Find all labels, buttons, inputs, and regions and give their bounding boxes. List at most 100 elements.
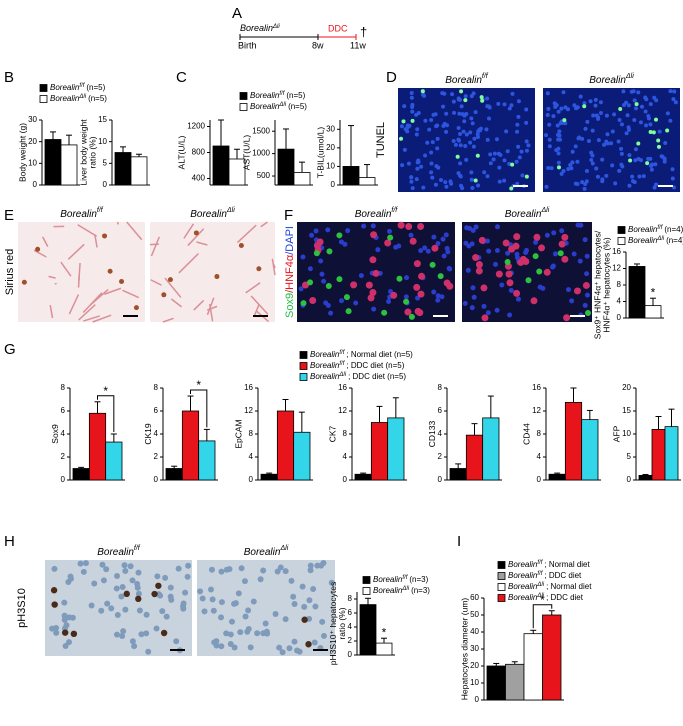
texture-dot (154, 573, 160, 579)
texture-dot (583, 282, 590, 289)
genotype: f/f (402, 575, 408, 581)
bar (277, 411, 293, 480)
texture-dot (470, 94, 474, 98)
texture-dot (474, 179, 478, 183)
y-tick-label: 10 (28, 158, 37, 167)
legend-label: BorealinΔli; Normal diet (508, 582, 592, 592)
texture-fiber (274, 265, 275, 268)
texture-dot (503, 102, 507, 106)
texture-dot (468, 130, 472, 134)
texture-dot (251, 599, 257, 605)
texture-dot (254, 630, 260, 636)
texture-dot (551, 114, 555, 118)
legend-swatch (618, 238, 625, 245)
texture-dot (657, 145, 661, 149)
texture-dot (654, 182, 658, 186)
texture-dot (485, 239, 490, 244)
texture-dot (583, 187, 587, 191)
texture-dot (474, 110, 478, 114)
texture-dot (414, 260, 421, 267)
texture-dot (430, 162, 434, 166)
texture-dot (644, 97, 648, 101)
texture-dot (553, 105, 557, 109)
texture-dot (628, 158, 632, 162)
y-axis-label: HNF4α⁺ hepatocytes (%) (601, 237, 611, 333)
texture-dot (157, 593, 163, 599)
texture-dot (600, 158, 604, 162)
texture-dot (559, 228, 564, 233)
texture-dot (236, 590, 242, 596)
note: ; Normal diet (n=5) (346, 350, 413, 359)
texture-dot (256, 266, 261, 271)
error-bar (204, 429, 210, 441)
legend-swatch (498, 562, 505, 569)
legend-label: Borealinf/f(n=5) (50, 83, 106, 93)
y-tick-label: 20 (622, 383, 631, 392)
texture-dot (633, 180, 637, 184)
error-bar (669, 409, 675, 426)
label-part: /HNF4α (284, 254, 296, 293)
error-bar (188, 396, 194, 411)
texture-dot (605, 132, 609, 136)
texture-dot (557, 151, 561, 155)
y-tick-label: 0 (343, 475, 348, 484)
texture-dot (346, 308, 352, 314)
error-bar (299, 412, 305, 432)
texture-dot (562, 90, 566, 94)
texture-dot (674, 100, 678, 104)
error-bar (283, 400, 289, 412)
texture-dot (470, 285, 475, 290)
texture-dot (513, 290, 520, 297)
texture-dot (544, 269, 551, 276)
texture-dot (359, 273, 364, 278)
texture-dot (480, 95, 484, 99)
texture-dot (443, 180, 447, 184)
texture-dot (578, 223, 583, 228)
genotype: f/f (482, 73, 489, 80)
texture-dot (472, 254, 479, 261)
genotype: Δli (272, 24, 280, 30)
genotype: f/f (657, 225, 663, 231)
texture-dot (456, 138, 460, 142)
texture-dot (533, 234, 540, 241)
y-tick-label: 30 (28, 115, 37, 124)
texture-dot (134, 581, 140, 587)
texture-dot (559, 107, 563, 111)
texture-dot (439, 178, 443, 182)
texture-dot (164, 614, 170, 620)
texture-dot (305, 641, 311, 647)
timeline-end: † (360, 24, 367, 39)
texture-dot (486, 138, 490, 142)
y-axis-label: CK19 (143, 423, 153, 445)
texture-dot (591, 162, 595, 166)
texture-dot (429, 118, 433, 122)
genotype: f/f (339, 361, 345, 367)
y-axis-label: Sox9 (50, 424, 60, 444)
genotype: f/f (339, 350, 345, 356)
texture-dot (438, 273, 444, 279)
image-side-label: TUNEL (375, 122, 387, 158)
genotype: Δli (338, 372, 346, 378)
bar (466, 435, 482, 480)
error-bar (571, 388, 577, 402)
texture-dot (22, 280, 27, 285)
texture-dot (544, 185, 548, 189)
texture-dot (328, 311, 333, 316)
texture-dot (561, 256, 568, 263)
texture-dot (68, 576, 74, 582)
texture-dot (600, 179, 604, 183)
texture-dot (431, 113, 435, 117)
texture-dot (545, 233, 550, 238)
texture-dot (62, 629, 68, 635)
texture-dot (115, 612, 121, 618)
genotype: f/f (134, 545, 141, 552)
texture-dot (283, 616, 289, 622)
texture-dot (668, 89, 672, 93)
texture-dot (336, 232, 342, 238)
texture-dot (119, 279, 124, 284)
bar (450, 469, 466, 481)
texture-dot (498, 180, 502, 184)
texture-dot (463, 98, 467, 102)
texture-dot (430, 176, 434, 180)
image-title: BorealinΔli (505, 207, 550, 219)
